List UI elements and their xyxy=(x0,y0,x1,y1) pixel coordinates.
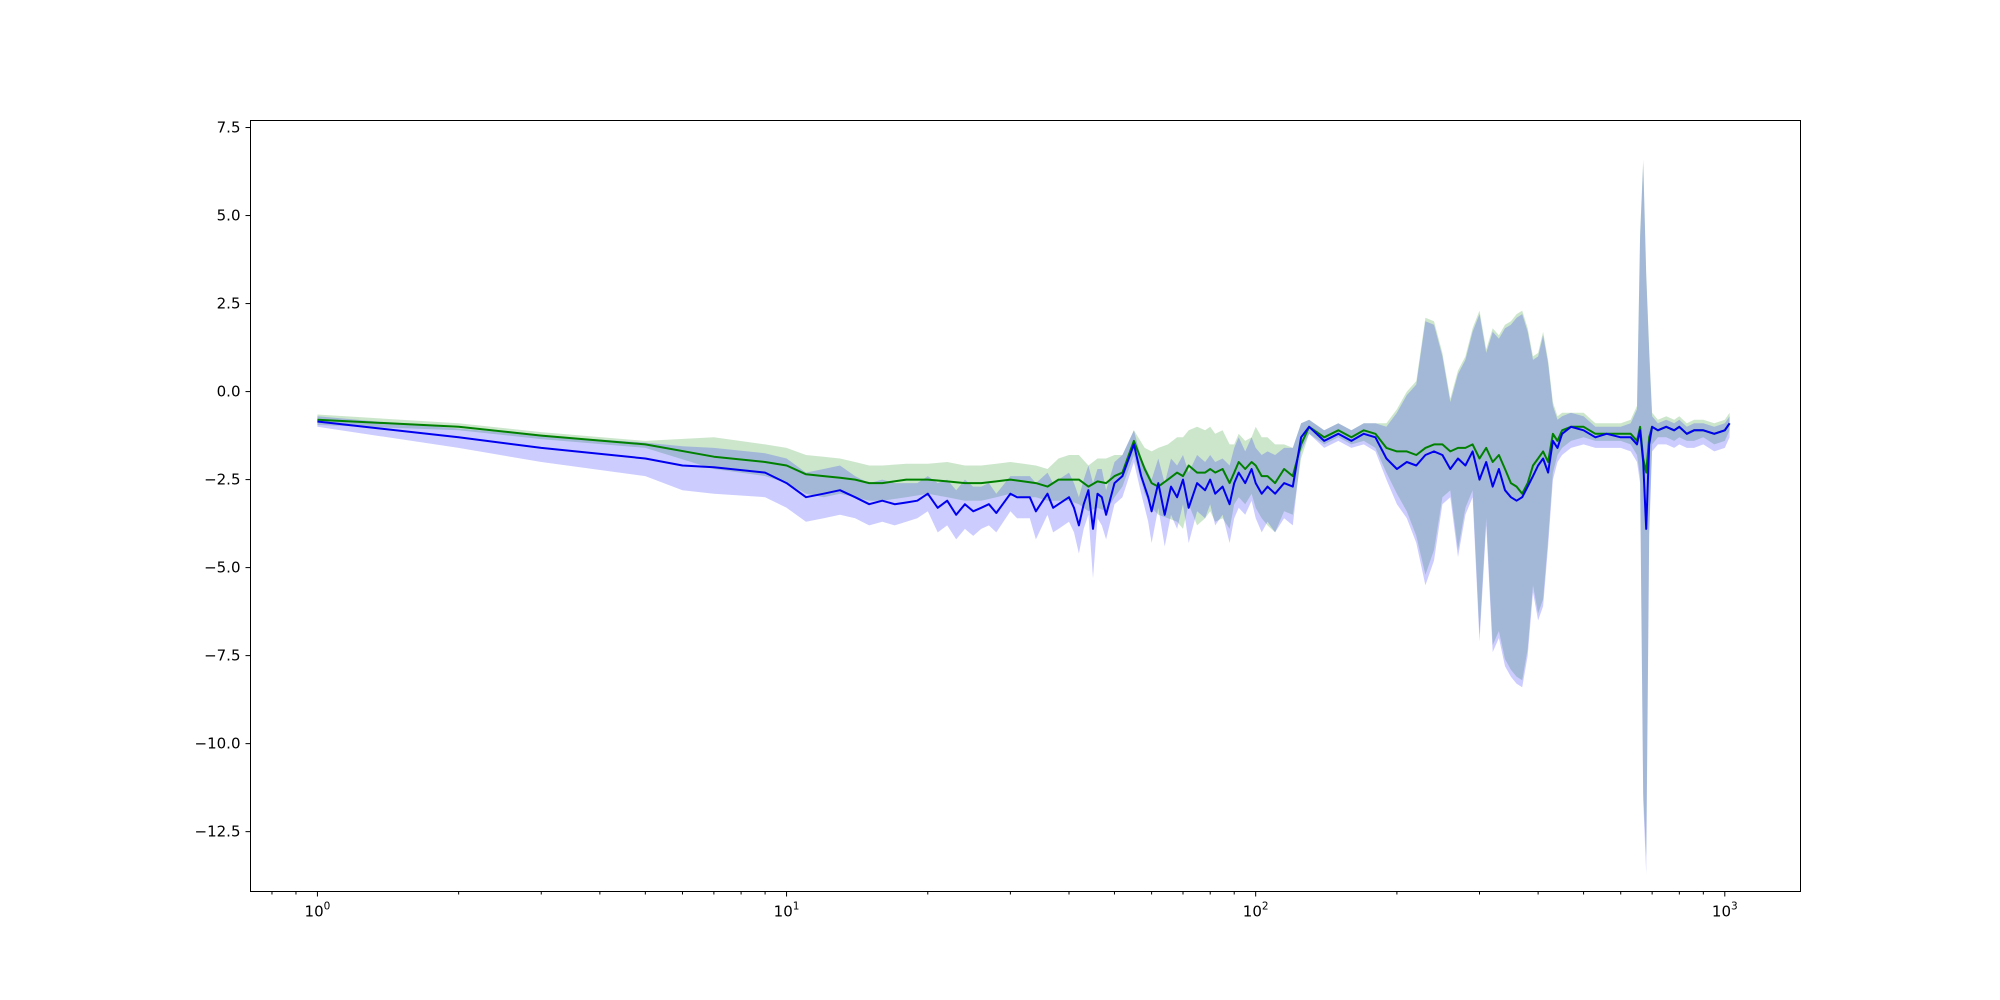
x-tick-label: 103 xyxy=(1712,901,1738,921)
x-tick-label: 101 xyxy=(774,901,800,921)
y-tick-label: 7.5 xyxy=(217,119,241,137)
series-lines xyxy=(317,418,1731,530)
x-tick-label: 100 xyxy=(305,901,331,921)
y-tick-label: −2.5 xyxy=(204,471,240,489)
plot-area xyxy=(317,159,1731,874)
y-tick-label: −7.5 xyxy=(204,647,240,665)
y-tick-label: 0.0 xyxy=(217,383,241,401)
x-tick-label: 102 xyxy=(1243,901,1269,921)
y-tick-label: −12.5 xyxy=(195,823,241,841)
y-tick-label: 2.5 xyxy=(217,295,241,313)
y-tick-label: 5.0 xyxy=(217,207,241,225)
y-axis: 7.5 5.0 2.5 0.0 −2.5 −5.0 −7.5 −10.0 −12.5 xyxy=(195,119,251,841)
confidence-bands xyxy=(317,159,1730,874)
series-2-band xyxy=(317,162,1730,874)
x-axis: 100 101 102 103 xyxy=(271,891,1738,921)
series-2-line xyxy=(317,420,1731,530)
y-tick-label: −10.0 xyxy=(195,735,241,753)
series-1-line xyxy=(317,418,1731,495)
y-tick-label: −5.0 xyxy=(204,559,240,577)
axes-frame xyxy=(250,120,1801,892)
